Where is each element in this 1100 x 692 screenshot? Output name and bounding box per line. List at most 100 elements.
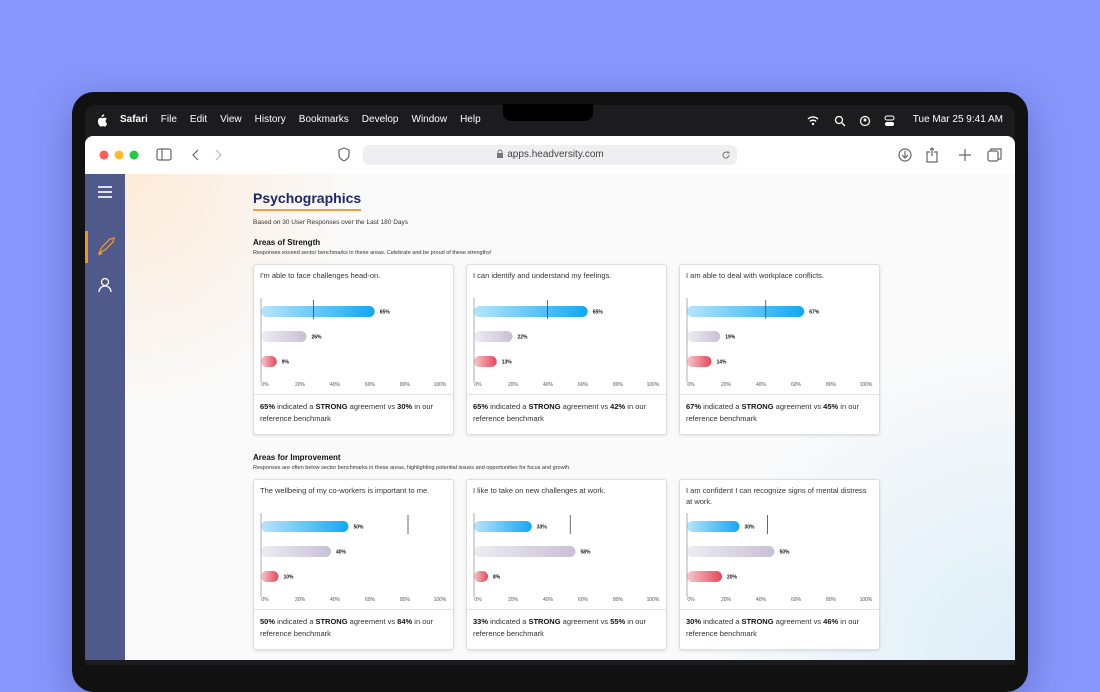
- address-bar[interactable]: apps.headversity.com: [363, 145, 737, 165]
- question-card: I am able to deal with workplace conflic…: [679, 264, 880, 435]
- value-label: 50%: [354, 525, 365, 531]
- summary-part: in our reference benchmark: [686, 617, 860, 638]
- x-tick-label: 80%: [400, 382, 411, 388]
- tabs-button[interactable]: [987, 150, 999, 162]
- x-tick-label: 0%: [687, 597, 695, 603]
- value-label: 9%: [282, 360, 290, 366]
- summary-part: STRONG: [315, 402, 348, 411]
- privacy-icon[interactable]: [338, 147, 350, 162]
- bar: [687, 546, 775, 557]
- menu-item[interactable]: Bookmarks: [298, 114, 349, 125]
- value-label: 40%: [336, 550, 347, 556]
- bar: [261, 306, 375, 317]
- toolbar-icons: [99, 147, 1002, 163]
- bar: [261, 546, 331, 557]
- apple-icon[interactable]: [96, 114, 107, 127]
- summary-part: agreement vs: [347, 402, 398, 411]
- forward-button[interactable]: [215, 149, 222, 161]
- x-tick-label: 40%: [756, 382, 767, 388]
- question-card: I like to take on new challenges at work…: [466, 479, 667, 650]
- summary-part: 46%: [823, 617, 839, 626]
- section-description: Responses exceed sector benchmarks in th…: [253, 250, 492, 256]
- x-tick-label: 20%: [721, 597, 732, 603]
- x-tick-label: 60%: [578, 382, 589, 388]
- summary: 50% indicated a STRONG agreement vs 84% …: [260, 616, 445, 640]
- summary: 67% indicated a STRONG agreement vs 45% …: [686, 401, 871, 425]
- menu-item[interactable]: History: [254, 114, 286, 125]
- x-tick-label: 40%: [543, 597, 554, 603]
- rocket-icon[interactable]: [97, 237, 115, 256]
- divider: [467, 609, 666, 610]
- question: The wellbeing of my co-workers is import…: [260, 486, 430, 495]
- summary: 65% indicated a STRONG agreement vs 30% …: [260, 401, 445, 425]
- zoom-button[interactable]: [129, 150, 139, 160]
- new-tab-button[interactable]: [959, 149, 971, 161]
- summary-part: STRONG: [528, 617, 561, 626]
- value-label: 14%: [717, 360, 728, 366]
- x-tick-label: 80%: [613, 382, 624, 388]
- menu-item[interactable]: Edit: [189, 114, 208, 125]
- x-tick-label: 100%: [434, 382, 447, 388]
- menu-item[interactable]: Help: [460, 114, 481, 125]
- bar: [474, 546, 576, 557]
- bar-chart: 0% 20% 40% 60% 80% 100% 67% 19% 14%: [686, 298, 873, 388]
- value-label: 26%: [312, 335, 323, 341]
- x-tick-label: 20%: [508, 382, 519, 388]
- bar-chart: 0% 20% 40% 60% 80% 100% 65% 26% 9%: [260, 298, 447, 388]
- profile-icon[interactable]: [100, 277, 110, 287]
- bar: [687, 306, 805, 317]
- summary-part: agreement vs: [773, 402, 824, 411]
- summary-part: STRONG: [741, 617, 774, 626]
- bar: [474, 356, 497, 367]
- summary-part: in our reference benchmark: [473, 617, 647, 638]
- minimize-button[interactable]: [114, 150, 124, 160]
- bar: [474, 331, 513, 342]
- x-tick-label: 20%: [508, 597, 519, 603]
- summary-part: 67%: [686, 402, 702, 411]
- value-label: 22%: [518, 335, 529, 341]
- summary-part: in our reference benchmark: [260, 402, 434, 423]
- menu-app[interactable]: Safari: [120, 114, 148, 125]
- x-tick-label: 80%: [613, 597, 624, 603]
- x-tick-label: 60%: [365, 597, 376, 603]
- menu-item[interactable]: File: [160, 114, 177, 125]
- close-button[interactable]: [99, 150, 109, 160]
- x-tick-label: 20%: [295, 382, 306, 388]
- x-tick-label: 20%: [721, 382, 732, 388]
- url-text: apps.headversity.com: [507, 149, 604, 160]
- share-button[interactable]: [926, 147, 938, 163]
- bar: [261, 571, 279, 582]
- x-tick-label: 60%: [791, 382, 802, 388]
- content: Psychographics Based on 30 User Response…: [125, 174, 1015, 660]
- bar: [474, 571, 488, 582]
- sidebar-icons: [85, 186, 115, 293]
- divider: [680, 609, 879, 610]
- menu-item[interactable]: View: [220, 114, 242, 125]
- bar: [687, 521, 740, 532]
- x-tick-label: 100%: [647, 597, 660, 603]
- section-heading: Areas of Strength: [253, 238, 321, 247]
- menu-item[interactable]: Develop: [361, 114, 399, 125]
- divider: [254, 394, 453, 395]
- menu-button[interactable]: [98, 186, 112, 198]
- x-tick-label: 40%: [756, 597, 767, 603]
- x-tick-label: 40%: [330, 597, 341, 603]
- summary-part: indicated a: [275, 617, 316, 626]
- summary-part: STRONG: [741, 402, 774, 411]
- summary-part: agreement vs: [347, 617, 398, 626]
- bar: [687, 356, 712, 367]
- downloads-button[interactable]: [898, 148, 912, 162]
- value-label: 67%: [809, 310, 820, 316]
- active-indicator: [85, 231, 88, 263]
- x-tick-label: 20%: [295, 597, 306, 603]
- sidebar-toggle[interactable]: [156, 148, 172, 161]
- reload-button[interactable]: [721, 150, 731, 160]
- divider: [254, 609, 453, 610]
- value-label: 20%: [727, 575, 738, 581]
- bar-chart: 0% 20% 40% 60% 80% 100% 65% 22% 13%: [473, 298, 660, 388]
- menu-item[interactable]: Window: [411, 114, 448, 125]
- summary: 30% indicated a STRONG agreement vs 46% …: [686, 616, 871, 640]
- back-button[interactable]: [192, 149, 199, 161]
- summary-part: 50%: [260, 617, 276, 626]
- summary-part: 33%: [473, 617, 489, 626]
